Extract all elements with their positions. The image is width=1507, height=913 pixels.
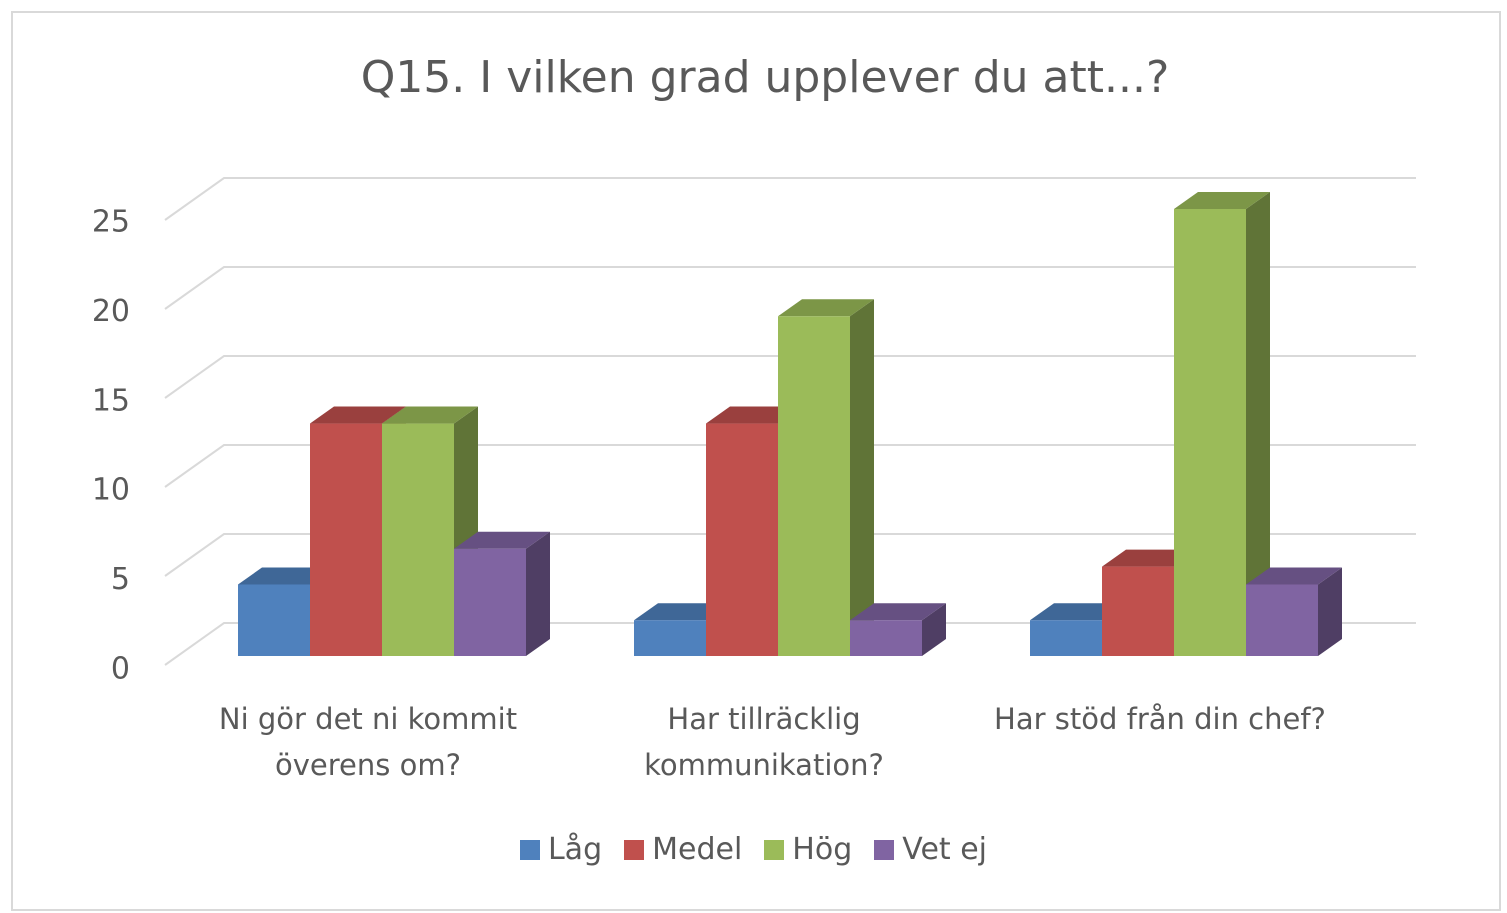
legend-label: Låg [547,832,603,867]
legend: Låg Medel Hög Vet ej [0,832,1507,867]
bar [454,548,526,656]
legend-swatch [519,839,540,860]
bar-side [1318,567,1342,656]
bar [634,620,706,656]
y-tick-label: 0 [111,652,130,687]
bar [778,316,850,656]
x-tick-label: Ni gör det ni kommit överens om? [218,702,518,782]
legend-swatch [624,839,645,860]
bar [1174,209,1246,656]
bar [310,423,382,656]
x-tick-label: Har stöd från din chef? [994,702,1326,736]
grid-line [164,266,1416,310]
bar-top [778,299,874,317]
bar [1030,620,1102,656]
bar [238,584,310,656]
bar [850,620,922,656]
bar-side [1246,192,1270,656]
bar-top [310,406,406,424]
bar-top [382,406,478,424]
bar-top [850,603,946,621]
legend-item: Hög [764,832,852,867]
bar [1102,566,1174,656]
legend-swatch [874,839,895,860]
y-tick-label: 5 [111,562,130,597]
bar [382,423,454,656]
x-tick-label: Har tillräcklig kommunikation? [644,702,884,782]
legend-swatch [764,839,785,860]
legend-label: Medel [652,832,743,867]
bar-side [922,603,946,656]
grid-line [164,355,1416,399]
legend-label: Hög [792,832,853,867]
bar [706,423,778,656]
y-tick-label: 10 [92,473,130,508]
bar-top [1246,567,1342,585]
legend-item: Låg [519,832,603,867]
bar [1246,584,1318,656]
legend-item: Medel [624,832,742,867]
y-tick-label: 20 [92,294,130,329]
legend-label: Vet ej [902,832,988,867]
bar-top [1174,192,1270,209]
chart-title: Q15. I vilken grad upplever du att...? [361,52,1170,103]
bar-side [526,531,550,656]
bar-top [454,531,550,549]
y-tick-label: 25 [92,205,130,240]
grid-line [164,177,1416,221]
bar-side [850,299,874,656]
grid-line [164,533,1416,577]
grid-line [164,444,1416,488]
grid-line [164,622,1416,666]
legend-item: Vet ej [874,832,987,867]
y-tick-label: 15 [92,383,130,418]
